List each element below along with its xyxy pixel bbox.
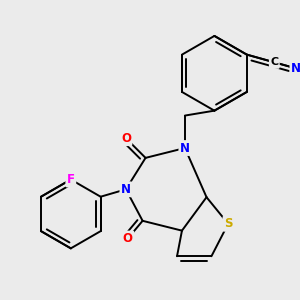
Text: F: F <box>67 173 75 186</box>
Text: N: N <box>121 183 131 196</box>
Text: S: S <box>224 217 233 230</box>
Text: N: N <box>180 142 190 154</box>
Text: C: C <box>270 58 278 68</box>
Text: N: N <box>291 62 300 75</box>
Text: O: O <box>123 232 133 245</box>
Text: O: O <box>121 132 131 145</box>
